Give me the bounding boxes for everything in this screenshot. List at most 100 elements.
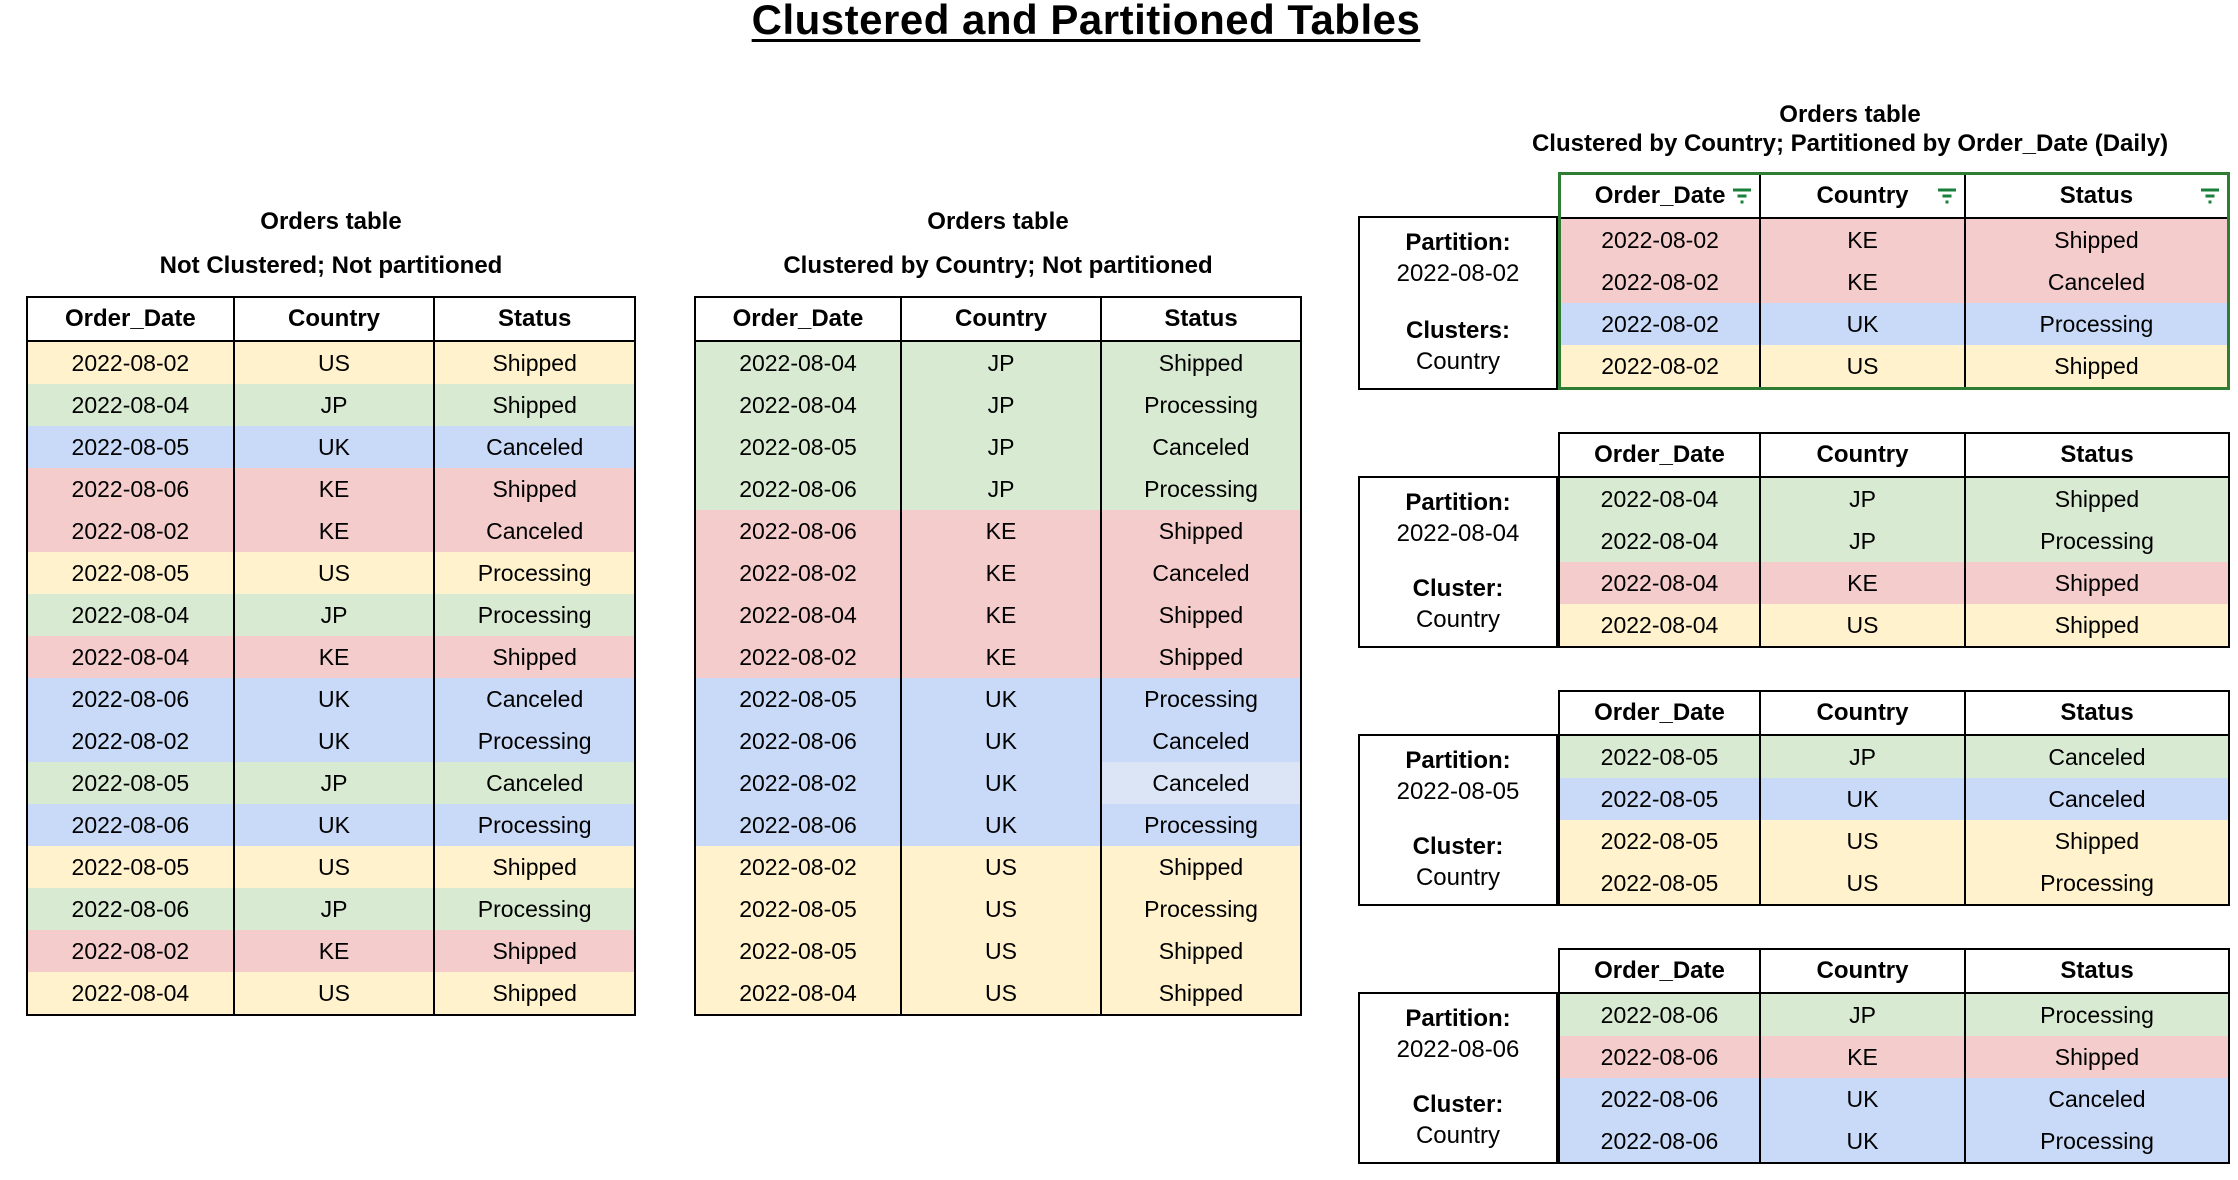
cell-status: Shipped (433, 341, 636, 384)
column-header-status: Status (433, 296, 636, 342)
cell-status: Processing (1100, 468, 1302, 510)
cell-order-date: 2022-08-02 (26, 341, 235, 384)
table-row: 2022-08-05 US Shipped (1558, 820, 2230, 862)
cell-status: Canceled (1100, 426, 1302, 468)
partition-table-2022-08-05: Order_Date Country Status 2022-08-05 JP … (1558, 690, 2230, 906)
cell-order-date: 2022-08-02 (26, 510, 235, 552)
cell-order-date: 2022-08-05 (693, 888, 903, 930)
cluster-value: Country (1415, 864, 1501, 891)
cell-country: US (1759, 345, 1966, 389)
cell-status: Processing (1100, 804, 1302, 846)
column-header-order-date: Order_Date (693, 296, 903, 342)
cell-order-date: 2022-08-04 (693, 594, 903, 636)
table-body: 2022-08-04 JP Shipped 2022-08-04 JP Proc… (693, 341, 1302, 1015)
cell-order-date: 2022-08-05 (1558, 862, 1761, 905)
cell-country: US (232, 552, 436, 594)
partition-value: 2022-08-04 (1396, 520, 1520, 547)
cell-order-date: 2022-08-02 (693, 636, 903, 678)
cell-status: Shipped (1100, 341, 1302, 384)
cell-order-date: 2022-08-05 (1558, 778, 1761, 820)
cell-country: UK (1758, 1120, 1967, 1163)
cluster-value: Country (1415, 348, 1501, 375)
cell-status: Canceled (433, 510, 636, 552)
cell-order-date: 2022-08-06 (693, 468, 903, 510)
cell-status: Shipped (433, 972, 636, 1015)
header-row: Order_Date Country Status (1558, 172, 2230, 219)
partition-group-2022-08-04: Partition: 2022-08-04 Cluster: Country O… (1358, 432, 2230, 648)
partition-value: 2022-08-02 (1396, 260, 1520, 287)
cell-order-date: 2022-08-02 (1558, 345, 1762, 389)
cell-status: Processing (433, 804, 636, 846)
section-clustered: Orders table Clustered by Country; Not p… (693, 200, 1302, 1016)
table-subtitle: Clustered by Country; Not partitioned (783, 252, 1213, 279)
table-row: 2022-08-05 US Shipped (693, 930, 1302, 972)
cluster-label: Cluster: (1412, 833, 1504, 860)
cell-country: JP (1758, 477, 1967, 520)
cell-country: KE (900, 594, 1102, 636)
table-row: 2022-08-04 KE Shipped (26, 636, 636, 678)
cell-status: Shipped (1964, 820, 2230, 862)
table-row: 2022-08-02 UK Processing (26, 720, 636, 762)
header-row: Order_Date Country Status (1558, 690, 2230, 736)
cell-country: US (232, 972, 436, 1015)
column-header-country: Country (1759, 172, 1966, 219)
partition-label-box: Partition: 2022-08-05 Cluster: Country (1358, 734, 1558, 906)
partition-value: 2022-08-05 (1396, 778, 1520, 805)
section-unclustered: Orders table Not Clustered; Not partitio… (26, 200, 636, 1016)
cell-status: Shipped (1963, 218, 2230, 261)
cell-country: KE (232, 510, 436, 552)
cell-order-date: 2022-08-05 (26, 846, 235, 888)
column-header-country: Country (1758, 690, 1967, 736)
cell-country: KE (232, 468, 436, 510)
table-row: 2022-08-02 KE Canceled (1558, 261, 2230, 303)
cell-country: JP (1758, 993, 1967, 1036)
table-title: Orders table (260, 208, 402, 235)
cell-status: Processing (1964, 520, 2230, 562)
cell-country: JP (232, 762, 436, 804)
cell-status: Shipped (1100, 846, 1302, 888)
cell-status: Processing (433, 720, 636, 762)
filter-funnel-icon[interactable] (2199, 188, 2221, 205)
partition-group-2022-08-02: Partition: 2022-08-02 Clusters: Country … (1358, 172, 2230, 390)
table-row: 2022-08-05 UK Processing (693, 678, 1302, 720)
table-row: 2022-08-02 US Shipped (1558, 345, 2230, 389)
filter-funnel-icon[interactable] (1731, 188, 1753, 205)
table-row: 2022-08-04 KE Shipped (693, 594, 1302, 636)
table-row: 2022-08-06 JP Processing (26, 888, 636, 930)
cell-order-date: 2022-08-04 (1558, 520, 1761, 562)
table-row: 2022-08-06 UK Canceled (26, 678, 636, 720)
partition-value: 2022-08-06 (1396, 1036, 1520, 1063)
cell-country: KE (232, 636, 436, 678)
cell-country: UK (232, 678, 436, 720)
cell-country: US (1758, 862, 1967, 905)
cell-order-date: 2022-08-04 (693, 384, 903, 426)
cell-order-date: 2022-08-04 (1558, 604, 1761, 647)
cell-country: JP (900, 468, 1102, 510)
cell-status: Canceled (1964, 1078, 2230, 1120)
cell-country: KE (1758, 1036, 1967, 1078)
cell-status: Shipped (1964, 562, 2230, 604)
cell-order-date: 2022-08-05 (693, 426, 903, 468)
column-header-label: Country (1816, 182, 1909, 209)
cell-order-date: 2022-08-02 (693, 846, 903, 888)
cell-status: Processing (1100, 678, 1302, 720)
cell-order-date: 2022-08-04 (26, 384, 235, 426)
filter-funnel-icon[interactable] (1936, 188, 1958, 205)
cell-order-date: 2022-08-05 (1558, 735, 1761, 778)
column-header-status: Status (1964, 948, 2230, 994)
cell-country: UK (232, 804, 436, 846)
column-header-status: Status (1964, 432, 2230, 478)
cluster-label: Cluster: (1412, 1091, 1504, 1118)
table-row: 2022-08-05 US Processing (693, 888, 1302, 930)
cell-country: JP (232, 384, 436, 426)
table-title: Orders table (927, 208, 1069, 235)
table-row: 2022-08-02 UK Canceled (693, 762, 1302, 804)
cell-country: UK (1759, 303, 1966, 345)
cell-country: JP (900, 384, 1102, 426)
table-row: 2022-08-05 UK Canceled (1558, 778, 2230, 820)
cell-country: KE (1759, 261, 1966, 303)
table-row: 2022-08-02 US Shipped (693, 846, 1302, 888)
column-header-order-date: Order_Date (1558, 948, 1761, 994)
orders-table-unclustered: Order_Date Country Status 2022-08-02 US … (26, 296, 636, 1016)
cell-status: Canceled (1100, 762, 1302, 804)
